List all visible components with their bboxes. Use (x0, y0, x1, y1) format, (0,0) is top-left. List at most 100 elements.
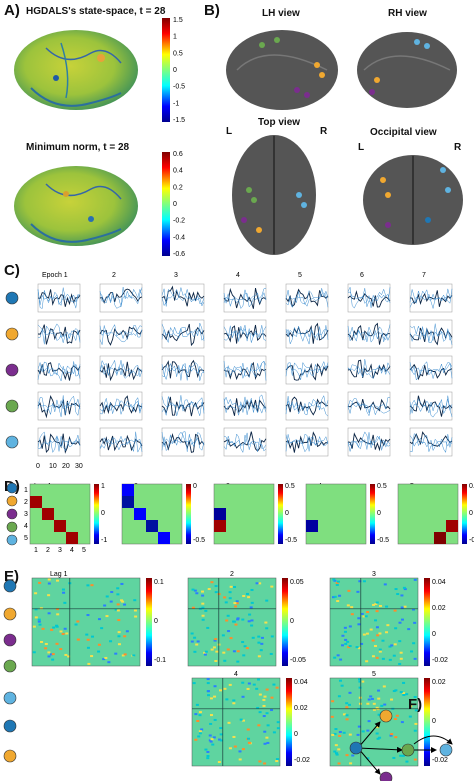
matrix-speckle (100, 627, 104, 630)
matrix-speckle (193, 589, 197, 592)
timeseries-trace (347, 359, 391, 379)
matrix-speckle (241, 748, 245, 751)
matrix-speckle (133, 599, 137, 602)
matrix-speckle (394, 736, 398, 739)
timeseries-trace (37, 395, 81, 417)
matrix-speckle (348, 733, 352, 736)
matrix-speckle (210, 738, 214, 741)
brain-minimum-norm (14, 166, 138, 246)
matrix-speckle (375, 610, 379, 613)
matrix-speckle (218, 738, 222, 741)
matrix-speckle (374, 602, 378, 605)
matrix-speckle (263, 695, 267, 698)
brain-rh-view (357, 32, 457, 108)
matrix-speckle (272, 683, 276, 686)
timeseries-trace (285, 434, 329, 453)
matrix-speckle (347, 703, 351, 706)
matrix-speckle (339, 658, 343, 661)
colorbar-tick: 0.02 (432, 605, 446, 612)
matrix-speckle (34, 608, 38, 611)
timeseries-trace (223, 396, 267, 415)
matrix-speckle (238, 750, 242, 753)
matrix-speckle (247, 741, 251, 744)
timeseries-box (37, 355, 81, 385)
matrix-speckle (358, 580, 362, 583)
matrix-speckle (86, 584, 90, 587)
matrix-speckle (388, 645, 392, 648)
matrix-speckle (204, 748, 208, 751)
timeseries-trace (347, 288, 391, 307)
matrix-speckle (385, 631, 389, 634)
matrix-speckle (44, 647, 48, 650)
matrix-speckle (266, 741, 270, 744)
colorbar-tick: -1 (173, 100, 179, 107)
matrix-speckle (263, 730, 267, 733)
matrix-speckle (40, 640, 44, 643)
matrix-speckle (228, 597, 232, 600)
matrix-speckle (201, 614, 205, 617)
colorbar-tick: 0.04 (432, 579, 446, 586)
matrix-speckle (356, 733, 360, 736)
matrix-speckle (338, 734, 342, 737)
matrix-speckle (223, 687, 227, 690)
timeseries-trace (409, 398, 453, 418)
matrix-speckle (333, 732, 337, 735)
matrix-cell (214, 520, 226, 532)
matrix-speckle (265, 627, 269, 630)
matrix-speckle (206, 754, 210, 757)
colorbar-tick: -0.02 (432, 757, 448, 764)
colorbar-tick: 1 (101, 483, 105, 490)
col-tick: 2 (46, 547, 50, 554)
matrix-speckle (367, 720, 371, 723)
matrix-speckle (361, 730, 365, 733)
matrix-speckle (125, 630, 129, 633)
matrix-speckle (275, 686, 279, 689)
matrix-speckle (395, 714, 399, 717)
matrix-speckle (400, 594, 404, 597)
matrix-speckle (234, 605, 238, 608)
matrix-speckle (335, 752, 339, 755)
matrix-speckle (269, 652, 273, 655)
matrix-cell (66, 532, 78, 544)
panel-f-letter: F) (408, 696, 423, 713)
panel-e-lag-matrices: Lag 1 0.1 0 -0.1 2 0.05 0 -0.05 3 0.04 0.02 0 -0.02 4… (3, 571, 448, 767)
matrix-speckle (366, 702, 370, 705)
matrix-speckle (265, 736, 269, 739)
matrix-speckle (355, 646, 359, 649)
matrix-speckle (380, 704, 384, 707)
matrix-speckle (375, 732, 379, 735)
matrix-speckle (229, 585, 233, 588)
matrix-speckle (270, 585, 274, 588)
colorbar-tick: 0 (285, 510, 289, 517)
matrix-speckle (47, 651, 51, 654)
matrix-speckle (197, 735, 201, 738)
timeseries-trace (285, 360, 329, 381)
matrix-speckle (265, 599, 269, 602)
matrix-speckle (121, 600, 125, 603)
matrix-speckle (233, 745, 237, 748)
matrix-speckle (123, 603, 127, 606)
timeseries-trace (37, 287, 81, 309)
colorbar-tick: -0.5 (285, 537, 297, 544)
timeseries-trace (285, 431, 329, 453)
matrix-speckle (338, 679, 342, 682)
matrix-speckle (386, 624, 390, 627)
matrix-speckle (201, 618, 205, 621)
matrix-speckle (86, 638, 90, 641)
matrix-speckle (198, 732, 202, 735)
matrix-speckle (236, 660, 240, 663)
matrix-speckle (403, 588, 407, 591)
matrix-speckle (47, 594, 51, 597)
matrix-speckle (372, 702, 376, 705)
colorbar-tick: 0.2 (173, 184, 183, 191)
matrix-speckle (263, 762, 267, 765)
matrix-speckle (107, 661, 111, 664)
matrix-speckle (343, 626, 347, 629)
matrix-speckle (390, 698, 394, 701)
matrix-speckle (120, 599, 124, 602)
top-l-label: L (226, 126, 233, 137)
matrix-speckle (245, 647, 249, 650)
matrix-speckle (372, 603, 376, 606)
epoch-label: 4 (236, 272, 240, 279)
matrix-speckle (217, 761, 221, 764)
